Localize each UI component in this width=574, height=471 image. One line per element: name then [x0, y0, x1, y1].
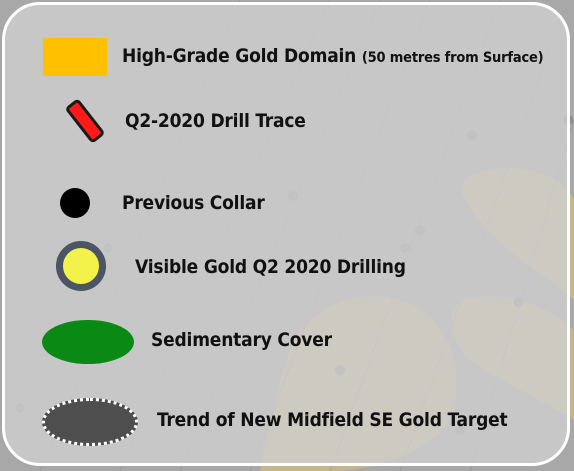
grey-dashed-ellipse-icon	[42, 398, 138, 446]
legend-label: Trend of New Midfield SE Gold Target	[157, 409, 508, 431]
legend-label: High-Grade Gold Domain (50 metres from S…	[122, 45, 544, 67]
legend-item-high-grade-gold-domain: High-Grade Gold Domain (50 metres from S…	[5, 36, 567, 76]
legend-item-drill-trace: Q2-2020 Drill Trace	[5, 99, 567, 143]
legend-item-visible-gold: Visible Gold Q2 2020 Drilling	[5, 241, 567, 291]
legend-label-text: High-Grade Gold Domain	[122, 45, 357, 67]
yellow-circle-icon	[56, 241, 106, 291]
legend-label: Visible Gold Q2 2020 Drilling	[135, 256, 406, 278]
orange-rectangle-icon	[43, 38, 107, 76]
green-ellipse-icon	[42, 320, 134, 364]
legend-panel: High-Grade Gold Domain (50 metres from S…	[2, 2, 570, 466]
legend-item-midfield-target: Trend of New Midfield SE Gold Target	[5, 398, 567, 446]
legend-item-previous-collar: Previous Collar	[5, 183, 567, 223]
legend-label: Q2-2020 Drill Trace	[125, 110, 306, 132]
legend-label: Previous Collar	[122, 192, 265, 214]
legend-label: Sedimentary Cover	[151, 329, 332, 351]
red-drill-segment-icon	[66, 99, 104, 143]
legend-item-sedimentary-cover: Sedimentary Cover	[5, 320, 567, 364]
legend-label-note: (50 metres from Surface)	[361, 50, 544, 66]
black-dot-icon	[60, 188, 90, 218]
